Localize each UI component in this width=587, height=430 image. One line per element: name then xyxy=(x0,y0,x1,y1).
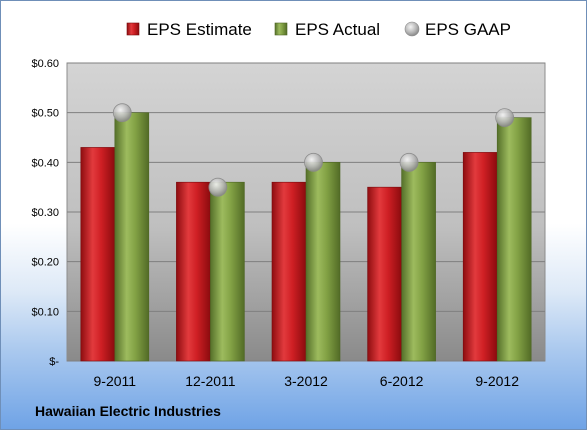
actual-bar-3-2012 xyxy=(305,162,341,362)
legend-swatch-estimate xyxy=(126,22,140,36)
bars xyxy=(80,112,532,362)
y-axis: $- $0.10 $0.20 $0.30 $0.40 $0.50 $0.60 xyxy=(31,58,59,368)
gaap-marker-3-2012 xyxy=(304,152,323,172)
estimate-bar-12-2011 xyxy=(176,181,211,362)
y-tick-label: $0.40 xyxy=(31,157,59,169)
x-axis: 9-2011 12-2011 3-2012 6-2012 9-2012 xyxy=(94,373,520,389)
x-tick-label: 12-2011 xyxy=(185,373,236,389)
x-tick-label: 6-2012 xyxy=(380,373,424,389)
actual-bar-9-2012 xyxy=(496,117,532,362)
gaap-marker-9-2012 xyxy=(495,108,515,128)
legend-label: EPS GAAP xyxy=(425,20,511,39)
y-tick-label: $- xyxy=(49,356,59,368)
y-tick-label: $0.50 xyxy=(31,108,59,120)
y-tick-label: $0.30 xyxy=(31,207,59,219)
y-tick-label: $0.10 xyxy=(31,306,59,318)
estimate-bar-3-2012 xyxy=(271,181,307,362)
estimate-bar-9-2011 xyxy=(80,147,116,362)
gaap-marker-6-2012 xyxy=(399,152,419,172)
estimate-bar-6-2012 xyxy=(367,186,402,362)
legend-label: EPS Estimate xyxy=(147,20,252,39)
gaap-markers xyxy=(112,103,515,197)
actual-bar-6-2012 xyxy=(401,162,436,362)
x-tick-label: 9-2011 xyxy=(94,373,137,389)
legend: EPS Estimate EPS Actual EPS GAAP xyxy=(126,20,511,39)
x-tick-label: 3-2012 xyxy=(284,373,328,389)
gaap-marker-9-2011 xyxy=(112,103,132,123)
legend-swatch-actual xyxy=(274,22,288,36)
legend-label: EPS Actual xyxy=(295,20,380,39)
legend-swatch-gaap xyxy=(404,21,420,37)
company-name: Hawaiian Electric Industries xyxy=(35,403,221,419)
y-tick-label: $0.60 xyxy=(31,58,59,70)
gaap-marker-12-2011 xyxy=(208,177,228,197)
actual-bar-9-2011 xyxy=(114,112,150,362)
y-tick-label: $0.20 xyxy=(31,257,59,269)
x-tick-label: 9-2012 xyxy=(475,373,519,389)
actual-bar-12-2011 xyxy=(210,181,245,362)
estimate-bar-9-2012 xyxy=(462,152,498,362)
